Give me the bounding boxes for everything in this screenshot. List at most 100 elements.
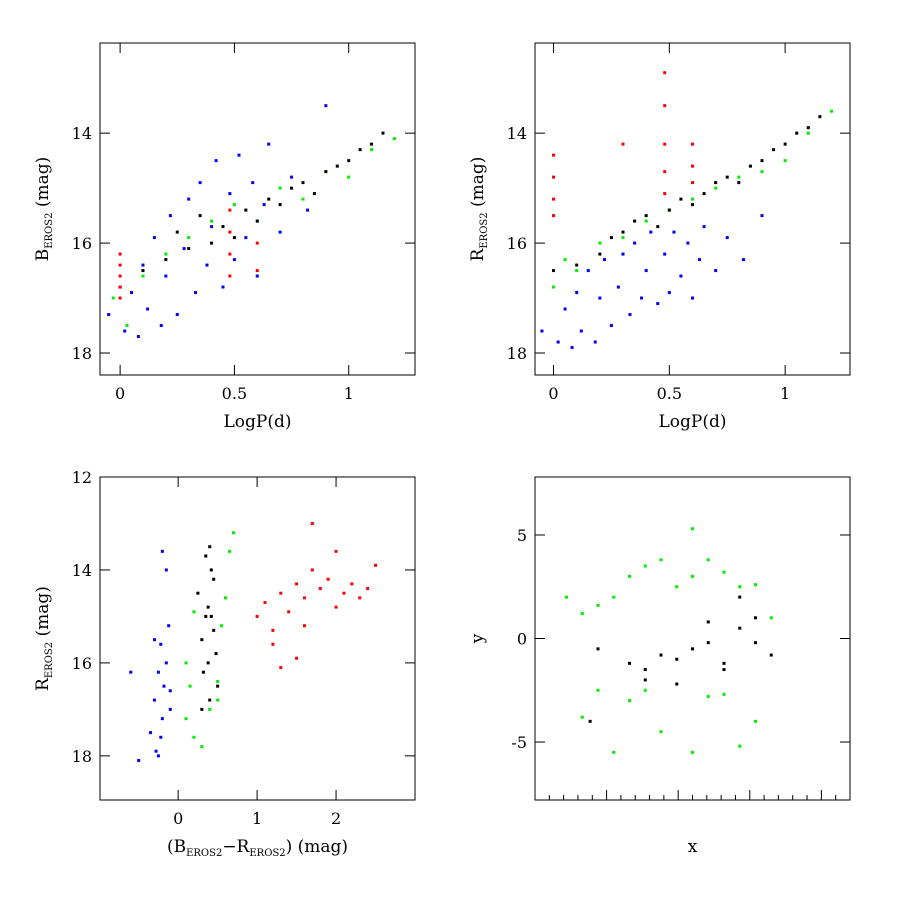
point	[760, 159, 764, 163]
point	[175, 313, 179, 317]
point	[628, 313, 632, 317]
y-tick-label: 18	[72, 344, 92, 363]
point	[737, 175, 741, 179]
point	[579, 329, 583, 333]
axis-label-subscript: EROS2	[44, 642, 55, 678]
x-tick-label: 0	[115, 384, 125, 403]
point	[118, 285, 122, 289]
point	[714, 269, 718, 273]
point	[187, 247, 191, 251]
point	[722, 570, 726, 574]
point	[643, 668, 647, 672]
point	[107, 313, 111, 317]
point	[612, 595, 616, 599]
y-tick-label: 16	[72, 654, 92, 673]
point	[644, 214, 648, 218]
point	[754, 583, 757, 587]
axis-label-part: (B	[167, 837, 186, 857]
point	[164, 252, 168, 256]
point	[366, 587, 370, 591]
point	[244, 236, 248, 240]
point	[141, 269, 145, 273]
point	[722, 668, 726, 672]
axis-label-part: −R	[222, 837, 250, 857]
point	[656, 225, 660, 229]
point	[663, 170, 667, 174]
plot-frame	[99, 42, 416, 376]
point	[616, 285, 620, 289]
point	[324, 170, 328, 174]
point	[691, 574, 694, 578]
point	[232, 203, 236, 207]
x-tick-label: 0.5	[657, 384, 682, 403]
point	[210, 219, 214, 223]
axis-label-part: ) (mag)	[286, 837, 348, 857]
plot-frame	[534, 42, 851, 376]
point	[748, 164, 752, 168]
point	[267, 197, 271, 201]
point	[200, 638, 204, 642]
point	[706, 558, 710, 562]
point	[278, 186, 282, 190]
point	[702, 192, 706, 196]
point	[575, 263, 579, 267]
point	[188, 684, 192, 688]
point	[216, 684, 220, 688]
point	[570, 346, 574, 350]
point	[656, 302, 660, 306]
point	[640, 296, 644, 300]
point	[129, 670, 133, 674]
point	[598, 252, 602, 256]
axis-label-part: (mag)	[33, 157, 53, 213]
point	[221, 285, 225, 289]
point	[737, 181, 741, 185]
point	[659, 653, 663, 657]
point	[204, 554, 208, 558]
point	[663, 252, 667, 256]
point	[691, 181, 694, 185]
y-tick-label: 18	[72, 747, 92, 766]
point	[628, 699, 631, 703]
point	[310, 521, 314, 525]
point	[598, 296, 602, 300]
point	[301, 197, 305, 201]
point	[318, 587, 322, 591]
axis-label: LogP(d)	[659, 412, 727, 432]
point	[806, 131, 810, 135]
point	[214, 159, 218, 163]
point	[302, 596, 306, 600]
point	[552, 214, 556, 218]
point	[184, 661, 188, 665]
point	[232, 258, 236, 262]
point	[208, 545, 212, 549]
point	[691, 647, 694, 651]
point	[237, 153, 241, 157]
point	[164, 258, 168, 262]
point	[612, 750, 616, 754]
point	[738, 595, 742, 599]
point	[228, 208, 232, 212]
point	[200, 745, 204, 749]
point	[381, 131, 385, 135]
point	[602, 258, 606, 262]
point	[697, 258, 701, 262]
point	[818, 115, 822, 119]
point	[187, 197, 191, 201]
point	[596, 688, 600, 692]
point	[205, 263, 209, 267]
point	[206, 661, 210, 665]
point	[596, 603, 600, 607]
point	[152, 698, 156, 702]
point	[152, 638, 156, 642]
point	[714, 186, 718, 190]
point	[212, 628, 216, 632]
point	[358, 596, 362, 600]
point	[231, 531, 235, 535]
point	[795, 131, 799, 135]
point	[152, 236, 156, 240]
axis-label-part: B	[33, 249, 53, 262]
point	[224, 596, 228, 600]
point	[675, 585, 679, 589]
point	[175, 230, 179, 234]
point	[159, 324, 163, 328]
